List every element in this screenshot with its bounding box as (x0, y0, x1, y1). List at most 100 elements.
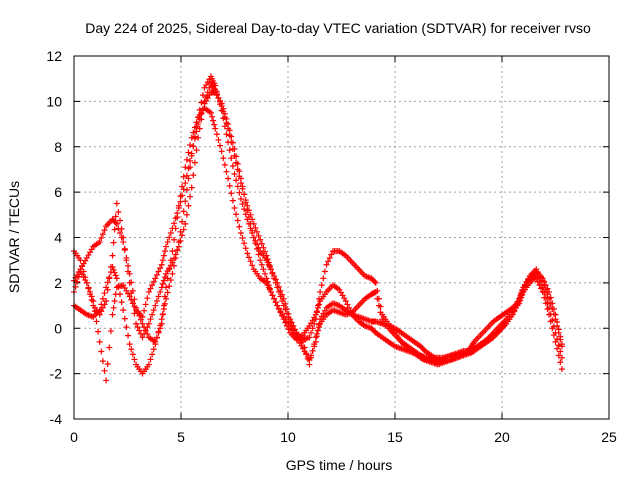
data-point-interp (217, 142, 224, 149)
data-point-interp (221, 123, 228, 130)
data-point-interp (110, 266, 117, 273)
data-point (299, 338, 306, 345)
data-point-interp (301, 344, 308, 351)
data-point-interp (275, 288, 282, 295)
data-point (244, 250, 251, 257)
data-point-interp (228, 133, 235, 140)
data-point-interp (111, 269, 118, 276)
data-point-interp (236, 168, 243, 175)
data-point-interp (112, 291, 119, 298)
data-point-interp (557, 348, 564, 355)
data-point-interp (183, 172, 190, 179)
data-point-interp (196, 125, 203, 132)
data-point (103, 298, 110, 305)
data-point-interp (121, 315, 128, 322)
data-point-interp (99, 304, 106, 311)
data-point-interp (174, 210, 181, 217)
data-point-interp (557, 333, 564, 340)
data-point (175, 243, 182, 250)
data-point (169, 270, 176, 277)
data-point (139, 313, 146, 320)
data-point-interp (74, 278, 81, 285)
data-point (312, 334, 319, 341)
data-point-interp (104, 286, 111, 293)
data-point-interp (228, 155, 235, 162)
data-point (120, 307, 127, 314)
data-point (274, 284, 281, 291)
data-point-interp (172, 215, 179, 222)
data-point-interp (271, 295, 278, 302)
data-point-interp (303, 350, 310, 357)
data-point-interp (554, 319, 561, 326)
data-point-interp (99, 295, 106, 302)
data-point-interp (180, 226, 187, 233)
x-tick-label: 10 (280, 429, 296, 445)
data-point-interp (264, 278, 271, 285)
data-point (342, 298, 349, 305)
data-point (126, 341, 133, 348)
data-point-interp (264, 256, 271, 263)
data-point (109, 252, 116, 259)
data-point-interp (117, 217, 124, 224)
data-point-interp (141, 307, 148, 314)
data-point-interp (261, 248, 268, 255)
data-point-interp (233, 177, 240, 184)
data-point-interp (185, 202, 192, 209)
data-point-interp (91, 308, 98, 315)
data-point-interp (223, 168, 230, 175)
data-point (237, 195, 244, 202)
series-trace-4 (71, 89, 565, 384)
data-point-interp (157, 288, 164, 295)
data-point-interp (160, 252, 167, 259)
data-point-interp (213, 131, 220, 138)
data-point-interp (191, 135, 198, 142)
data-point (539, 284, 546, 291)
data-point (109, 311, 116, 318)
data-point-interp (164, 275, 171, 282)
data-point-interp (123, 324, 130, 331)
data-point-interp (229, 163, 236, 170)
data-point-interp (555, 352, 562, 359)
data-point-interp (519, 291, 526, 298)
data-point-interp (260, 244, 267, 251)
data-point-interp (107, 328, 114, 335)
data-point-interp (249, 262, 256, 269)
data-point (113, 220, 120, 227)
data-point-interp (255, 232, 262, 239)
data-point (152, 302, 159, 309)
y-axis-label: SDTVAR / TECUs (6, 181, 22, 293)
data-point (152, 341, 159, 348)
data-point (516, 300, 523, 307)
data-point-interp (118, 299, 125, 306)
data-point-interp (318, 282, 325, 289)
data-point-interp (229, 139, 236, 146)
data-point (120, 234, 127, 241)
data-point-interp (106, 344, 113, 351)
data-point (77, 257, 84, 264)
data-point-interp (375, 302, 382, 309)
data-point-interp (112, 219, 119, 226)
data-point-interp (253, 245, 260, 252)
data-point-interp (242, 199, 249, 206)
data-point (558, 366, 565, 373)
data-point-interp (125, 262, 132, 269)
data-point-interp (153, 298, 160, 305)
data-point-interp (98, 308, 105, 315)
data-point-interp (313, 309, 320, 316)
data-point-interp (314, 302, 321, 309)
data-point-interp (239, 183, 246, 190)
data-point-interp (118, 225, 125, 232)
data-point-interp (277, 293, 284, 300)
data-point-interp (160, 277, 167, 284)
data-point-interp (241, 206, 248, 213)
data-point (158, 284, 165, 291)
data-point-interp (374, 295, 381, 302)
data-point-interp (112, 272, 119, 279)
data-point-interp (239, 235, 246, 242)
data-point-interp (226, 182, 233, 189)
data-point-interp (309, 347, 316, 354)
data-point-interp (190, 172, 197, 179)
data-point-interp (253, 228, 260, 235)
data-point-interp (166, 283, 173, 290)
